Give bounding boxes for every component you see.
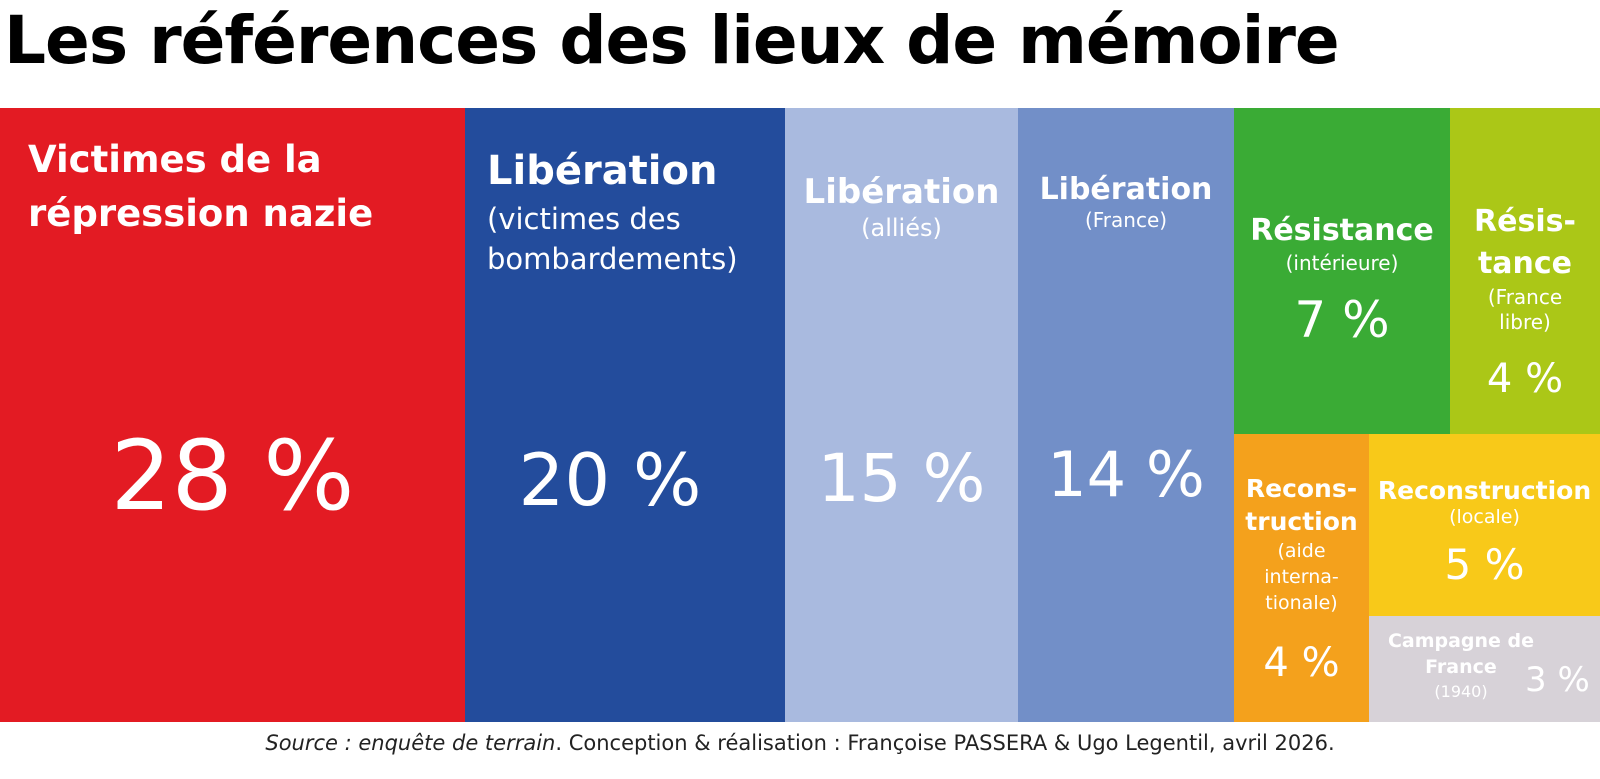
label-resistance-france-libre-name2: tance: [1477, 246, 1573, 281]
cell-resistance-france-libre: Résis- tance (France libre) 4 %: [1450, 108, 1600, 434]
cell-reconstruction-internationale: Recons- truction (aide interna- tionale)…: [1234, 434, 1369, 722]
label-liberation-france-sub: (France): [1084, 208, 1168, 232]
cell-resistance-interieure: Résistance (intérieure) 7 %: [1234, 108, 1450, 434]
cell-repression: Victimes de la répression nazie 28 %: [0, 108, 465, 722]
label-reconstruction-internationale-sub2: interna-: [1264, 566, 1339, 588]
footer: Source : enquête de terrain. Conception …: [0, 731, 1600, 755]
label-repression-line1: Victimes de la: [28, 138, 322, 181]
value-repression: 28 %: [110, 420, 355, 532]
label-resistance-interieure-name: Résistance: [1250, 213, 1434, 248]
value-resistance-france-libre: 4 %: [1486, 356, 1564, 402]
value-liberation-allies: 15 %: [817, 440, 986, 517]
label-liberation-allies-name: Libération: [803, 172, 1000, 212]
label-reconstruction-internationale-sub1: (aide: [1277, 540, 1326, 562]
label-liberation-bombardements-sub1: (victimes des: [487, 202, 681, 236]
value-reconstruction-locale: 5 %: [1444, 540, 1525, 589]
cell-liberation-bombardements: Libération (victimes des bombardements) …: [465, 108, 785, 722]
label-liberation-allies-sub: (alliés): [861, 214, 942, 242]
value-liberation-bombardements: 20 %: [518, 438, 702, 522]
label-reconstruction-locale-sub: (locale): [1449, 506, 1520, 528]
label-liberation-france-name: Libération: [1039, 172, 1213, 207]
label-resistance-france-libre-sub2: libre): [1499, 310, 1551, 334]
label-reconstruction-internationale-sub3: tionale): [1265, 592, 1338, 614]
chart-title: Les références des lieux de mémoire: [4, 2, 1340, 79]
cell-liberation-allies: Libération (alliés) 15 %: [785, 108, 1018, 722]
label-resistance-france-libre-sub1: (France: [1487, 285, 1563, 309]
label-campagne-1940-name2: France: [1425, 656, 1497, 678]
label-campagne-1940-sub: (1940): [1434, 682, 1488, 701]
value-campagne-1940: 3 %: [1525, 660, 1590, 700]
label-campagne-1940-name1: Campagne de: [1387, 630, 1535, 652]
cell-reconstruction-locale: Reconstruction (locale) 5 %: [1369, 434, 1600, 616]
value-resistance-interieure: 7 %: [1294, 291, 1390, 349]
cell-liberation-france: Libération (France) 14 %: [1018, 108, 1234, 722]
label-reconstruction-locale-name: Reconstruction: [1377, 476, 1592, 505]
label-repression-line2: répression nazie: [28, 192, 374, 235]
label-resistance-france-libre-name1: Résis-: [1474, 204, 1576, 239]
label-liberation-bombardements-sub2: bombardements): [487, 242, 738, 276]
label-reconstruction-internationale-name2: truction: [1245, 507, 1358, 536]
value-liberation-france: 14 %: [1047, 438, 1205, 511]
label-liberation-bombardements-name: Libération: [487, 148, 718, 194]
label-resistance-interieure-sub: (intérieure): [1285, 251, 1399, 275]
value-reconstruction-internationale: 4 %: [1263, 640, 1340, 686]
footer-source: Source : enquête de terrain: [265, 731, 556, 755]
cell-campagne-1940: Campagne de France (1940) 3 %: [1369, 616, 1600, 722]
footer-credits: . Conception & réalisation : Françoise P…: [555, 731, 1335, 755]
label-reconstruction-internationale-name1: Recons-: [1245, 474, 1358, 503]
